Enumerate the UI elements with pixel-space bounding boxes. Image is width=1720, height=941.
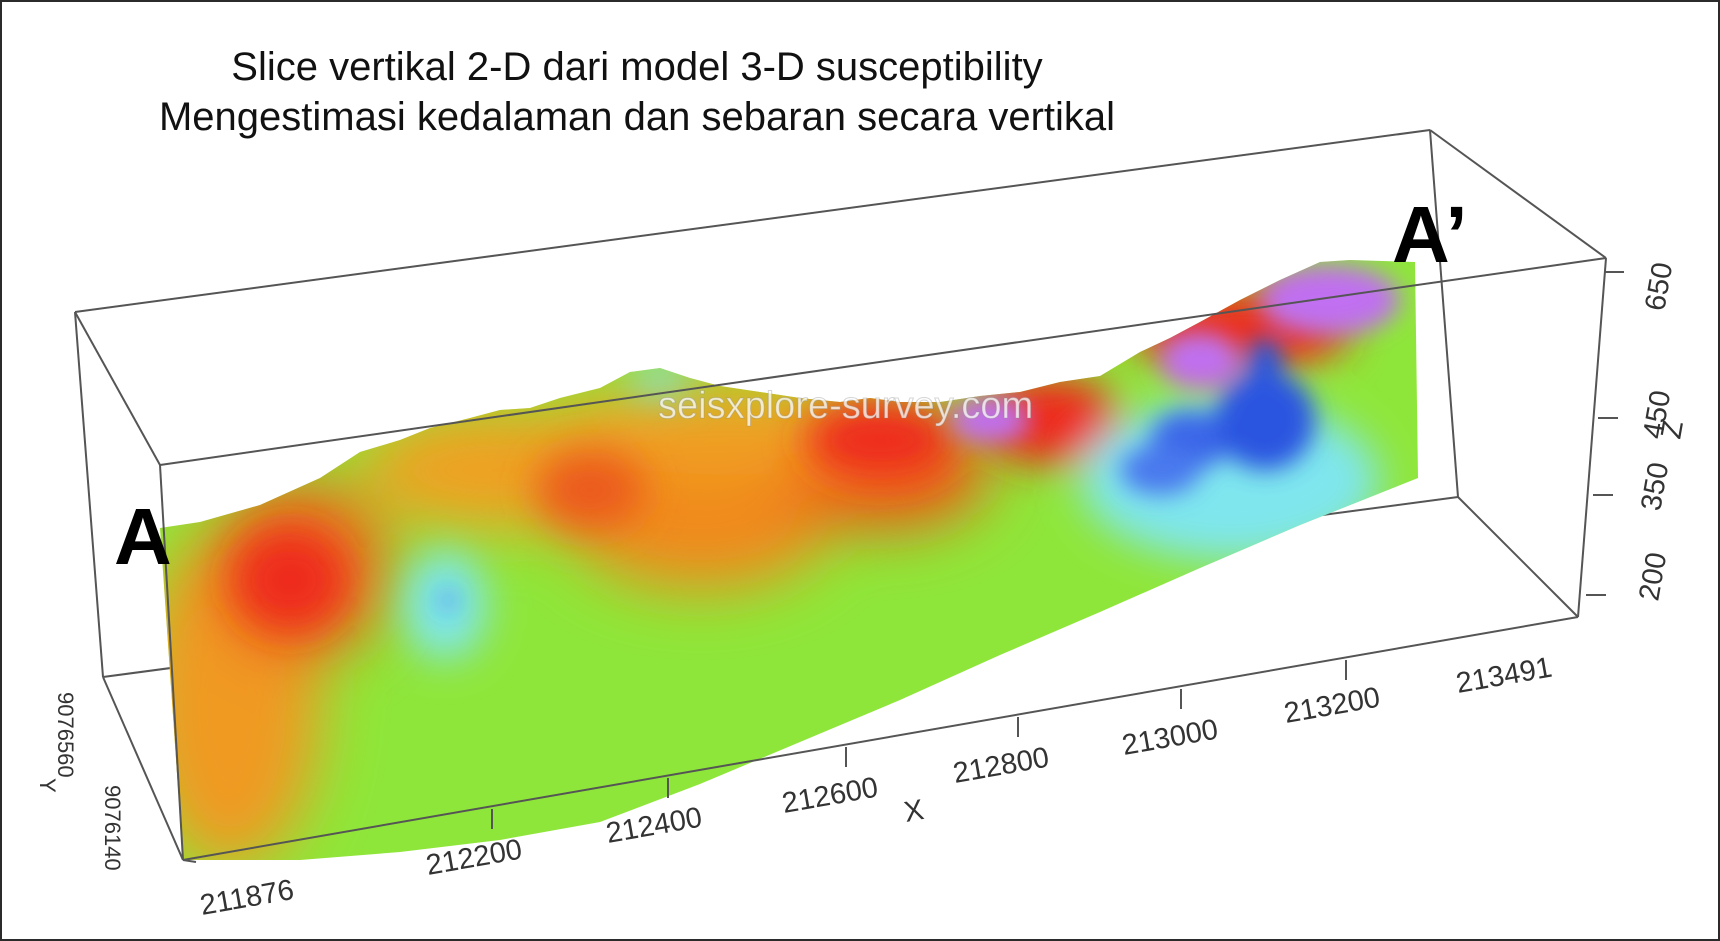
x-axis-label: X bbox=[902, 794, 927, 829]
title-line-1: Slice vertikal 2-D dari model 3-D suscep… bbox=[231, 45, 1043, 89]
x-tick-label-0: 211876 bbox=[198, 874, 297, 922]
x-tick-label-5: 213000 bbox=[1120, 714, 1221, 762]
section-label-start: A bbox=[114, 492, 172, 581]
x-tick-label-7: 213491 bbox=[1454, 652, 1555, 700]
z-axis-label: Z bbox=[1655, 418, 1690, 441]
z-axis bbox=[1586, 271, 1624, 596]
y-axis-label: Y bbox=[35, 778, 60, 793]
x-axis bbox=[182, 660, 1347, 863]
title-line-2: Mengestimasi kedalaman dan sebaran secar… bbox=[158, 95, 1116, 139]
z-tick-label-3: 650 bbox=[1639, 260, 1679, 313]
figure-title: Slice vertikal 2-D dari model 3-D suscep… bbox=[92, 42, 1182, 142]
susceptibility-slice bbox=[160, 260, 1418, 860]
x-tick-label-6: 213200 bbox=[1282, 682, 1383, 730]
y-tick-label-1: 9076140 bbox=[100, 785, 125, 871]
y-tick-label-0: 9076560 bbox=[53, 692, 78, 778]
y-axis: 9076560 9076140 Y bbox=[35, 692, 125, 871]
x-tick-label-3: 212600 bbox=[780, 772, 881, 820]
watermark: seisxplore-survey.com bbox=[658, 385, 1033, 427]
z-tick-label-1: 350 bbox=[1635, 460, 1675, 513]
z-tick-label-0: 200 bbox=[1633, 550, 1673, 603]
box-front-edges bbox=[102, 257, 1607, 861]
x-tick-label-4: 212800 bbox=[951, 742, 1052, 790]
section-label-end: A’ bbox=[1392, 190, 1468, 279]
